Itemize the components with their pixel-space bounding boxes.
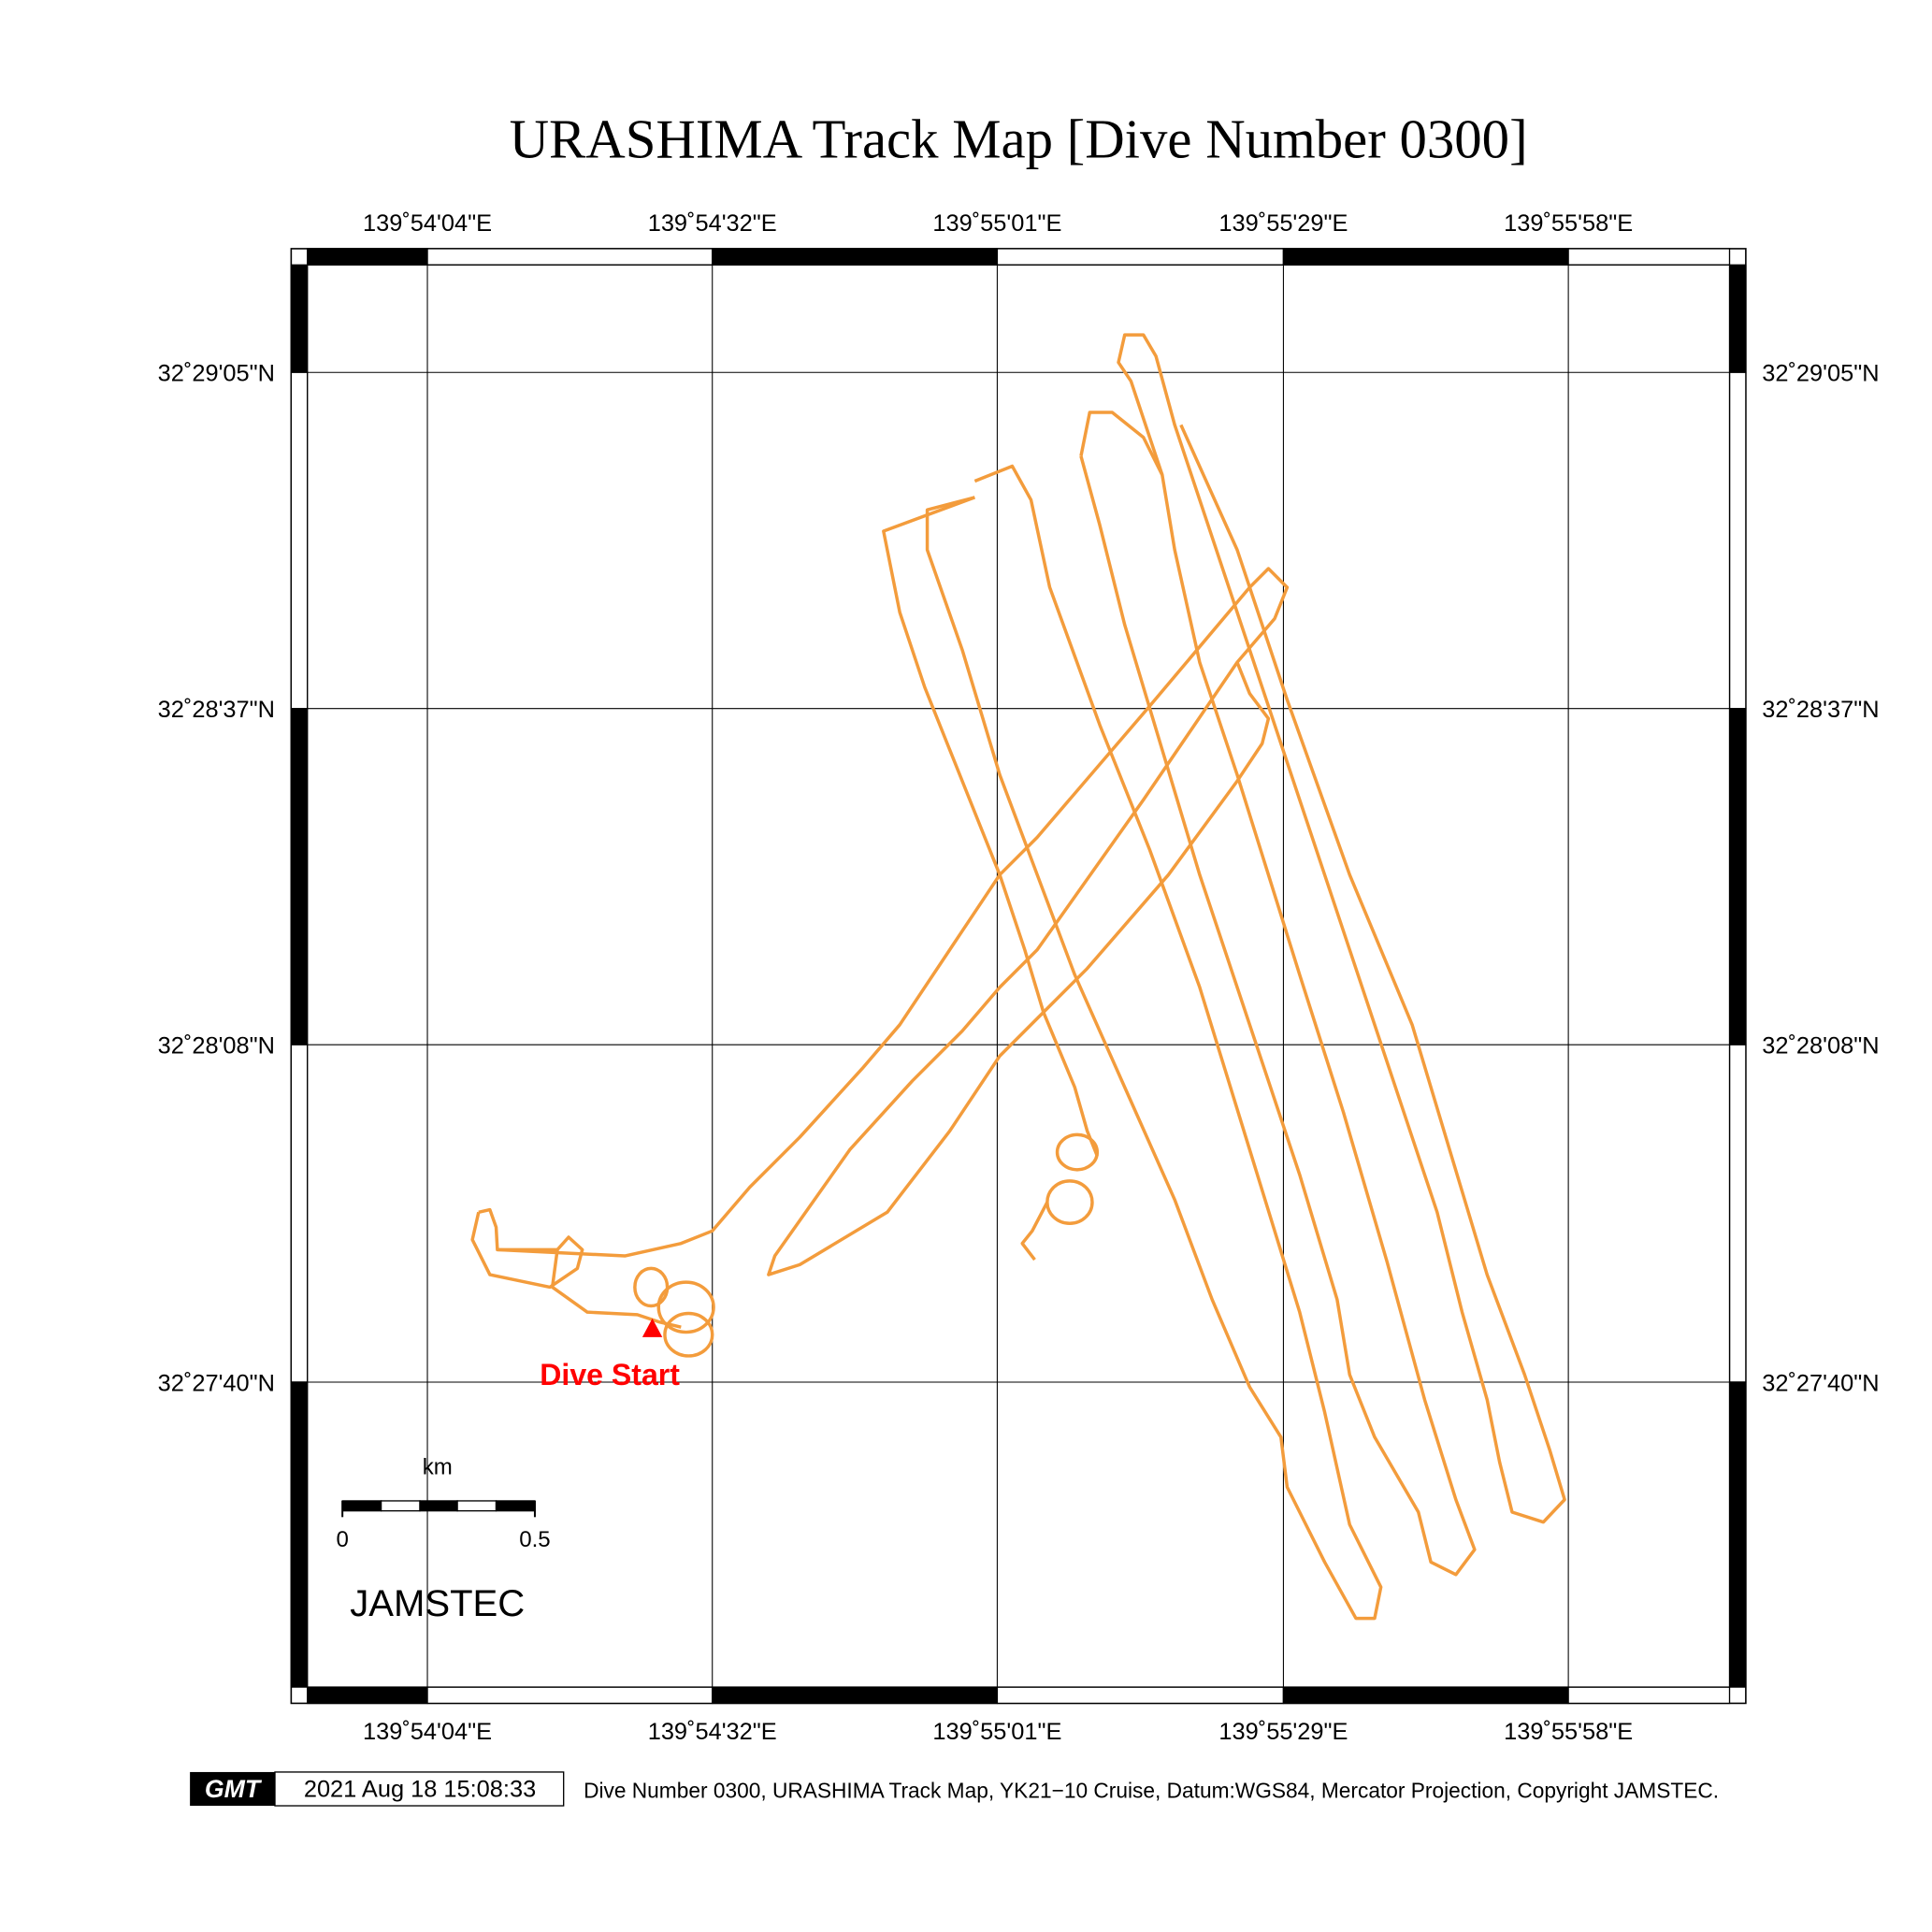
- frame-band: [290, 1381, 309, 1688]
- x-grid-label: 139˚54'04"E: [363, 210, 492, 237]
- track-loop: [663, 1311, 714, 1358]
- track-loop: [1055, 1132, 1100, 1172]
- y-grid-label: 32˚27'40"N: [1762, 1370, 1879, 1396]
- track-line: [1020, 1201, 1049, 1262]
- x-grid-label: 139˚55'01"E: [932, 1719, 1061, 1745]
- frame-band: [1728, 1044, 1747, 1383]
- scale-bar: [341, 1500, 536, 1518]
- scale-unit: km: [423, 1455, 453, 1480]
- logo-text: JAMSTEC: [350, 1583, 525, 1624]
- dive-start-marker: [642, 1318, 663, 1337]
- timestamp-box: [274, 1771, 565, 1807]
- frame-inner: [307, 264, 1731, 1688]
- scale-segment: [380, 1500, 421, 1512]
- frame-band: [290, 371, 309, 710]
- x-grid-label: 139˚54'04"E: [363, 1719, 492, 1745]
- gmt-badge-text: GMT: [205, 1775, 263, 1803]
- frame-band: [307, 248, 428, 266]
- frame-band: [1567, 248, 1731, 266]
- track-line: [925, 464, 1383, 1621]
- frame: [290, 248, 1747, 1705]
- gmt-badge: [190, 1771, 275, 1807]
- frame-band: [712, 248, 999, 266]
- caption: Dive Number 0300, URASHIMA Track Map, YK…: [584, 1778, 1719, 1802]
- x-grid-label: 139˚54'32"E: [648, 1719, 777, 1745]
- scale-label: 0.5: [519, 1527, 550, 1552]
- y-grid-label: 32˚29'05"N: [1762, 361, 1879, 387]
- frame-band: [996, 248, 1285, 266]
- frame-band: [1728, 371, 1747, 710]
- frame-band: [1728, 1381, 1747, 1688]
- x-grid-label: 139˚54'32"E: [648, 210, 777, 237]
- frame-band: [1728, 708, 1747, 1045]
- track: [470, 333, 1566, 1621]
- track-line: [882, 496, 1099, 1157]
- scale-segment: [341, 1500, 382, 1512]
- frame-band: [426, 248, 714, 266]
- y-grid-label: 32˚28'37"N: [158, 697, 275, 723]
- timestamp: 2021 Aug 18 15:08:33: [304, 1777, 536, 1803]
- x-grid-label: 139˚55'29"E: [1218, 210, 1348, 237]
- y-grid-label: 32˚28'08"N: [158, 1033, 275, 1060]
- y-grid-label: 32˚27'40"N: [158, 1370, 275, 1396]
- track-line: [470, 1207, 584, 1290]
- x-grid-label: 139˚55'58"E: [1504, 210, 1633, 237]
- frame-band: [290, 1044, 309, 1383]
- frame-band: [290, 264, 309, 373]
- y-grid-label: 32˚28'37"N: [1762, 697, 1879, 723]
- frame-band: [426, 1686, 714, 1705]
- x-grid-label: 139˚55'29"E: [1218, 1719, 1348, 1745]
- track-loop: [656, 1280, 715, 1334]
- scale-segment: [419, 1500, 458, 1512]
- y-grid-label: 32˚29'05"N: [158, 361, 275, 387]
- frame-band: [1282, 248, 1569, 266]
- frame-band: [307, 1686, 428, 1705]
- frame-band: [1567, 1686, 1731, 1705]
- map-title: URASHIMA Track Map [Dive Number 0300]: [510, 109, 1528, 170]
- frame-band: [712, 1686, 999, 1705]
- track-line: [1117, 333, 1566, 1524]
- x-grid-label: 139˚55'58"E: [1504, 1719, 1633, 1745]
- track-line: [497, 567, 1290, 1276]
- frame-band: [996, 1686, 1285, 1705]
- y-grid-label: 32˚28'08"N: [1762, 1033, 1879, 1060]
- x-grid-label: 139˚55'01"E: [932, 210, 1061, 237]
- frame-band: [1728, 264, 1747, 373]
- scale-label: 0: [336, 1527, 348, 1552]
- frame-band: [1282, 1686, 1569, 1705]
- dive-start-label: Dive Start: [540, 1358, 680, 1391]
- scale-segment: [495, 1500, 536, 1512]
- frame-band: [290, 708, 309, 1045]
- track-line: [1079, 411, 1477, 1577]
- scale-segment: [456, 1500, 497, 1512]
